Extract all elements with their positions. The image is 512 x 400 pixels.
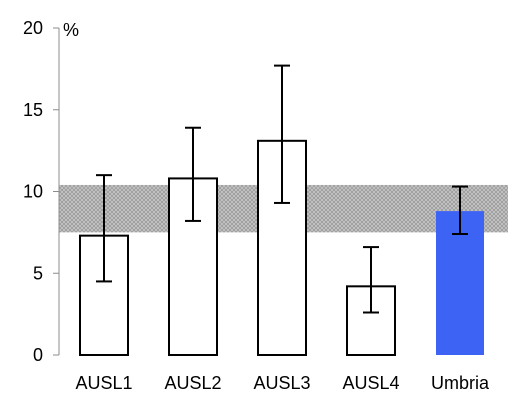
error-bar-ausl1 [96, 174, 112, 283]
x-tick-label: AUSL4 [342, 373, 399, 393]
y-tick-label: 10 [23, 182, 43, 202]
y-unit-label: % [63, 20, 79, 40]
bar-umbria [436, 211, 484, 355]
x-tick-label: AUSL2 [164, 373, 221, 393]
bar-ausl4 [346, 285, 396, 356]
y-tick-label: 15 [23, 100, 43, 120]
y-tick-label: 20 [23, 18, 43, 38]
error-bar-ausl4 [363, 246, 379, 314]
x-tick-label: AUSL3 [253, 373, 310, 393]
y-tick-label: 0 [33, 345, 43, 365]
error-bar-umbria [452, 185, 468, 236]
x-tick-label: AUSL1 [75, 373, 132, 393]
x-tick-label: Umbria [431, 373, 490, 393]
y-tick-label: 5 [33, 263, 43, 283]
error-bar-ausl2 [185, 126, 201, 222]
error-bar-ausl3 [274, 64, 290, 204]
